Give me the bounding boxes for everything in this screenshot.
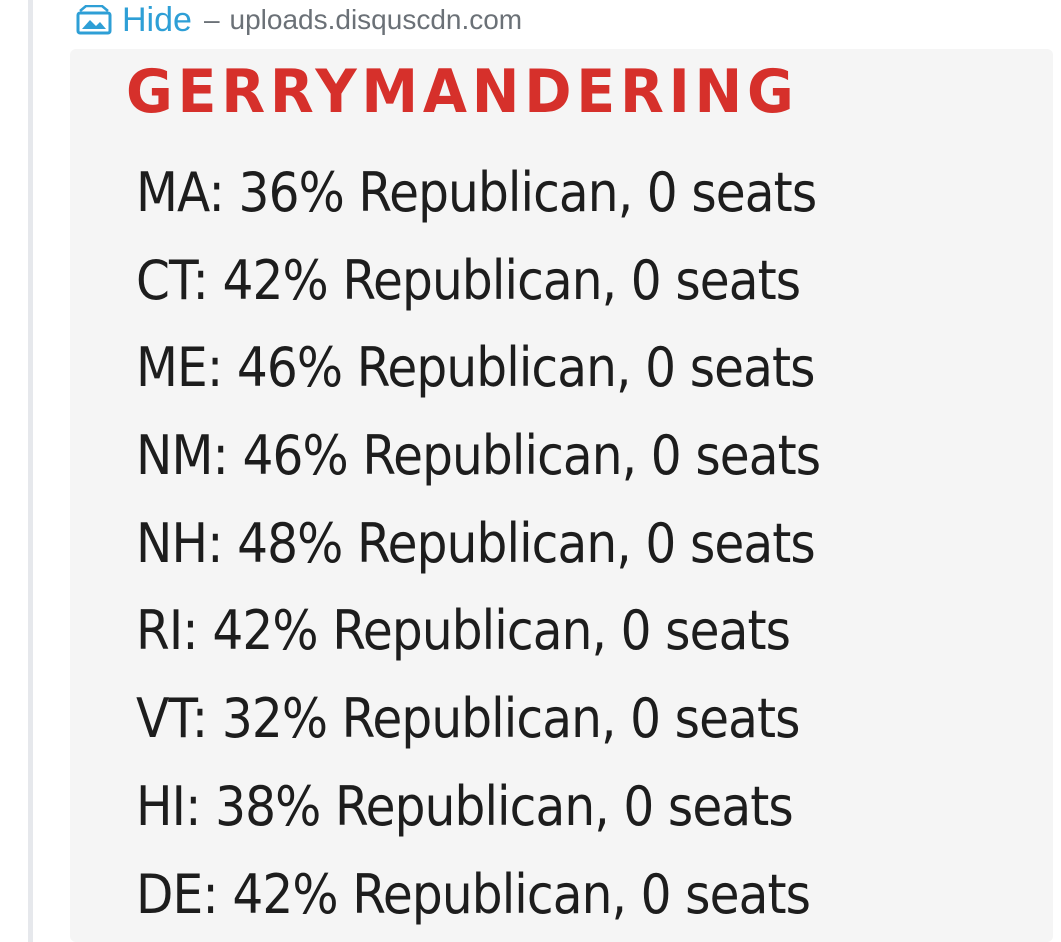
state-list: MA: 36% Republican, 0 seats CT: 42% Repu…: [136, 149, 896, 938]
image-source: uploads.disquscdn.com: [229, 4, 523, 35]
state-row: NM: 46% Republican, 0 seats: [136, 424, 821, 488]
image-icon[interactable]: [76, 4, 112, 36]
image-title: GERRYMANDERING: [126, 57, 799, 127]
state-row: NH: 48% Republican, 0 seats: [136, 511, 816, 575]
state-row: ME: 46% Republican, 0 seats: [136, 336, 815, 400]
thread-indent-rule: [28, 0, 33, 942]
state-row: HI: 38% Republican, 0 seats: [136, 774, 794, 838]
state-row: MA: 36% Republican, 0 seats: [136, 161, 817, 224]
state-row: CT: 42% Republican, 0 seats: [136, 248, 801, 312]
embedded-image[interactable]: GERRYMANDERING MA: 36% Republican, 0 sea…: [70, 49, 1053, 942]
hide-link[interactable]: Hide: [122, 1, 192, 39]
state-row: DE: 42% Republican, 0 seats: [136, 862, 811, 926]
state-row: RI: 42% Republican, 0 seats: [136, 599, 791, 663]
media-header: Hide – uploads.disquscdn.com: [76, 0, 522, 40]
header-separator: –: [203, 4, 220, 35]
state-row: VT: 32% Republican, 0 seats: [136, 687, 800, 751]
